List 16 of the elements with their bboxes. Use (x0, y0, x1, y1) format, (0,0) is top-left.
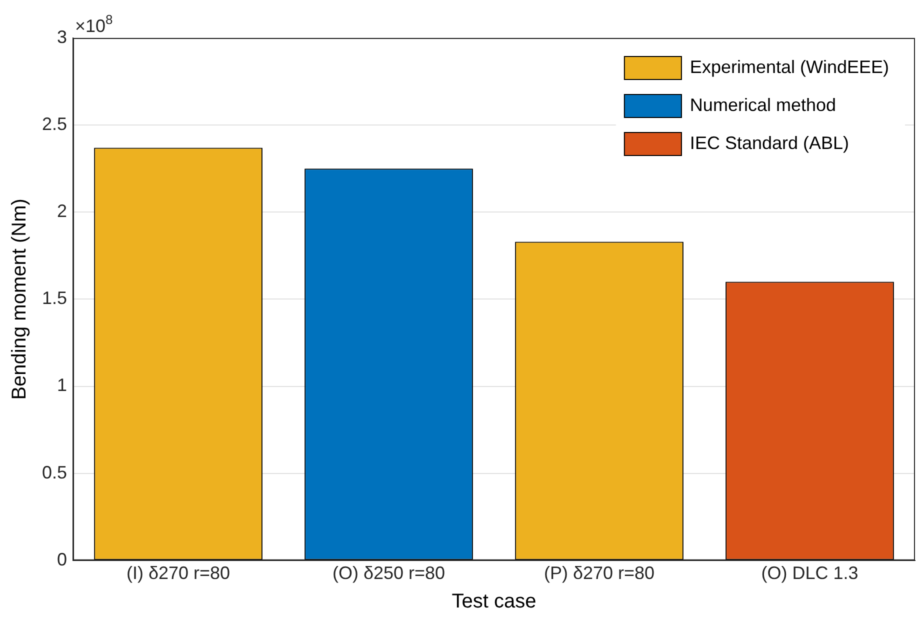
x-tick-label: (I) δ270 r=80 (126, 563, 230, 584)
y-tick-label: 3 (57, 26, 68, 47)
y-axis-title: Bending moment (Nm) (8, 198, 31, 400)
x-tick-label: (O) DLC 1.3 (761, 563, 858, 584)
legend-label: Experimental (WindEEE) (690, 56, 890, 77)
x-tick-label: (P) δ270 r=80 (544, 563, 655, 584)
y-tick-label: 1.5 (42, 288, 68, 308)
y-tick-label: 2 (57, 201, 68, 222)
legend-label: Numerical method (690, 94, 836, 115)
y-tick-label: 0 (57, 549, 68, 570)
x-axis-title: Test case (452, 590, 536, 613)
y-tick-label: 1 (57, 375, 68, 396)
y-tick-label: 2.5 (42, 114, 68, 134)
legend-label: IEC Standard (ABL) (690, 132, 850, 153)
y-tick-label: 0.5 (42, 462, 68, 482)
x-tick-label: (O) δ250 r=80 (332, 563, 446, 584)
